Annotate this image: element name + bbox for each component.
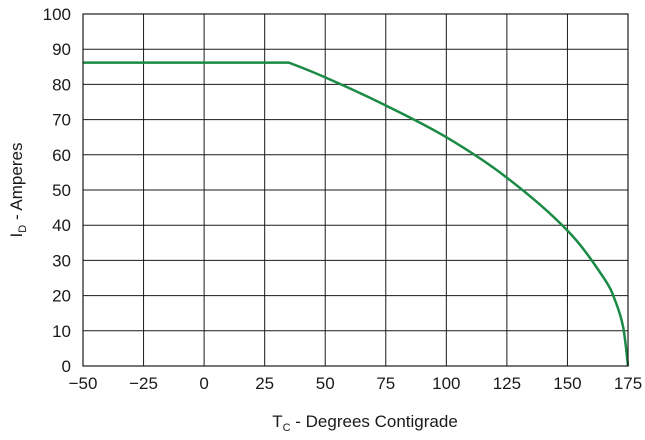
y-tick-label: 90: [52, 40, 71, 59]
chart-grid: [82, 13, 629, 367]
y-tick-label: 50: [52, 181, 71, 200]
y-tick-label: 30: [52, 251, 71, 270]
x-axis-ticks: −50 −25 0 25 50 75 100 125 150 175: [69, 374, 643, 393]
y-tick-label: 100: [43, 5, 71, 24]
y-tick-label: 20: [52, 287, 71, 306]
x-tick-label: 0: [199, 374, 208, 393]
y-tick-label: 40: [52, 216, 71, 235]
x-tick-label: −25: [129, 374, 158, 393]
x-tick-label: 50: [316, 374, 335, 393]
y-tick-label: 0: [62, 357, 71, 376]
chart-series: [83, 61, 630, 367]
y-tick-label: 80: [52, 75, 71, 94]
x-tick-label: 175: [614, 374, 642, 393]
y-tick-label: 60: [52, 146, 71, 165]
x-tick-label: 125: [493, 374, 521, 393]
x-tick-label: 75: [376, 374, 395, 393]
x-tick-label: 25: [255, 374, 274, 393]
y-tick-label: 70: [52, 111, 71, 130]
y-axis-ticks: 0 10 20 30 40 50 60 70 80 90 100: [43, 5, 71, 376]
x-tick-label: 100: [432, 374, 460, 393]
x-tick-label: 150: [553, 374, 581, 393]
y-tick-label: 10: [52, 322, 71, 341]
plot-frame: [82, 13, 629, 367]
x-axis-title: TC - Degrees Contigrade: [272, 412, 458, 434]
x-tick-label: −50: [69, 374, 98, 393]
series-line: [83, 61, 630, 367]
y-axis-title: ID - Amperes: [7, 143, 29, 238]
